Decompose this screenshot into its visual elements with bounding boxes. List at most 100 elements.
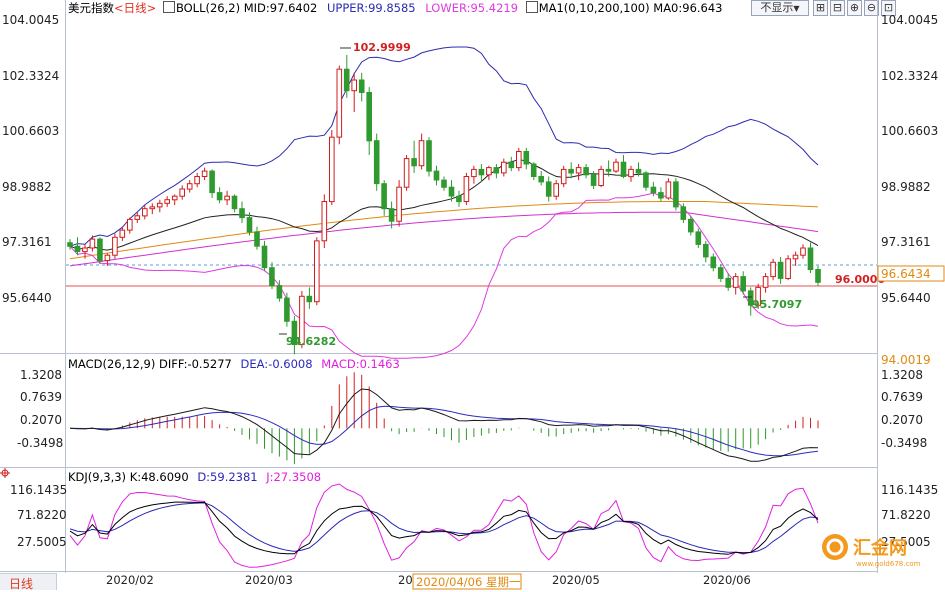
candle-body (508, 161, 515, 169)
high-annotation: 102.9999 (353, 41, 411, 54)
period-tab-daily[interactable]: 日线 (0, 573, 57, 591)
diff-line (69, 388, 819, 462)
candle-body (291, 320, 298, 345)
boll-mid-line (69, 159, 819, 251)
watermark-url: www.gold678.com (856, 560, 921, 568)
macd-dea: DEA:-0.6008 (240, 357, 313, 371)
candle-body (224, 195, 230, 201)
candle-body (583, 167, 589, 176)
current-price-label: 96.6434 (881, 267, 931, 281)
candle-body (658, 192, 664, 199)
candle-body (373, 140, 380, 185)
candle-body (396, 186, 402, 222)
ma200-line (69, 201, 819, 260)
candle-body (314, 240, 320, 303)
candle-body (740, 276, 747, 292)
candlesticks[interactable] (67, 54, 821, 355)
macd-diff: DIFF:-0.5277 (159, 357, 232, 371)
time-label-3: 2020/05 (552, 573, 600, 587)
candle-body (299, 295, 305, 346)
candle-body (134, 215, 141, 220)
price-tick-left-5: 95.6440 (2, 291, 52, 305)
candle-body (725, 277, 732, 288)
candle-body (545, 181, 552, 197)
candle-body (486, 167, 492, 176)
kdj-j: J:27.3508 (266, 470, 322, 484)
price-tick-left-2: 100.6603 (2, 124, 59, 138)
price-tick-left-0: 104.0045 (2, 13, 59, 27)
macd-value: MACD:0.1463 (321, 357, 400, 371)
crosshair-icon[interactable] (0, 468, 10, 478)
period-tab-label: 日线 (9, 577, 34, 591)
tool-button-layout[interactable]: ⊟ (830, 0, 845, 16)
candle-body (239, 208, 245, 219)
price-tick-right-5: 95.6440 (881, 291, 931, 305)
candle-body (261, 245, 268, 269)
candle-body (717, 267, 724, 279)
candle-body (201, 170, 208, 178)
candle-body (343, 68, 350, 92)
kdj-plot (69, 483, 819, 568)
macd-legend: MACD(26,12,9) DIFF:-0.5277 DEA:-0.6008 M… (68, 357, 400, 371)
candle-body (703, 243, 709, 258)
period-label[interactable]: <日线> (114, 1, 157, 15)
candle-body (119, 229, 126, 238)
candle-body (441, 179, 447, 188)
candle-body (209, 170, 215, 194)
candle-body (426, 140, 432, 172)
time-axis: 2020/02 2020/03 20 2020/05 2020/06 (106, 573, 751, 587)
candle-body (613, 161, 619, 172)
kdj-legend: KDJ(9,3,3) K:48.6090 D:59.2381 J:27.3508 (68, 470, 321, 484)
price-tick-left-4: 97.3161 (2, 235, 52, 249)
time-label-2: 20 (398, 573, 413, 587)
candle-body (650, 186, 657, 194)
candle-body (216, 192, 223, 201)
macd-tick-left-0: 1.3208 (20, 368, 62, 382)
candle-body (628, 168, 634, 178)
tool-button-zoom-out[interactable]: ⊖ (864, 0, 879, 16)
hide-indicator-button[interactable]: 不显示▼ (751, 0, 809, 16)
candle-body (306, 295, 313, 303)
price-tick-left-3: 98.9882 (2, 180, 52, 194)
candle-body (171, 195, 178, 201)
candle-body (792, 254, 799, 260)
candle-body (74, 245, 81, 253)
kdj-tick-left-1: 71.8220 (17, 508, 67, 522)
candle-body (815, 269, 821, 283)
candle-body (762, 276, 769, 288)
candle-body (590, 174, 597, 186)
candle-body (89, 238, 96, 249)
candle-body (448, 186, 455, 197)
candle-body (149, 206, 156, 210)
candle-body (418, 140, 425, 167)
kdj-tick-right-2: 27.5005 (881, 535, 931, 549)
ma-label: MA1(0,10,200,100) (538, 1, 650, 15)
dea-line (69, 405, 819, 457)
candle-body (538, 176, 545, 183)
tool-button-zoom-in[interactable]: ⊕ (847, 0, 862, 16)
candle-body (501, 161, 507, 174)
macd-title: MACD(26,12,9) (68, 357, 156, 371)
layout-icon: ⊟ (832, 1, 843, 14)
candle-body (381, 183, 387, 210)
candle-body (179, 188, 185, 197)
candle-body (688, 218, 694, 233)
kdj-j-line (69, 483, 819, 568)
candle-body (366, 92, 372, 142)
candle-body (411, 158, 417, 167)
candle-body (127, 218, 133, 231)
candle-body (598, 168, 604, 186)
price-tick-right-4: 97.3161 (881, 235, 931, 249)
tool-button-fullscreen[interactable]: ⊡ (881, 0, 896, 16)
ma-value: MA0:96.643 (653, 1, 723, 15)
candle-body (194, 176, 200, 185)
boll-checkbox-icon[interactable] (162, 1, 175, 13)
price-tick-right-3: 98.9882 (881, 180, 931, 194)
candle-body (478, 168, 485, 176)
candle-body (605, 168, 612, 172)
ma-checkbox-icon[interactable] (525, 1, 538, 13)
tool-button-grid[interactable]: ⊞ (813, 0, 828, 16)
boll-upper-line (69, 46, 819, 247)
